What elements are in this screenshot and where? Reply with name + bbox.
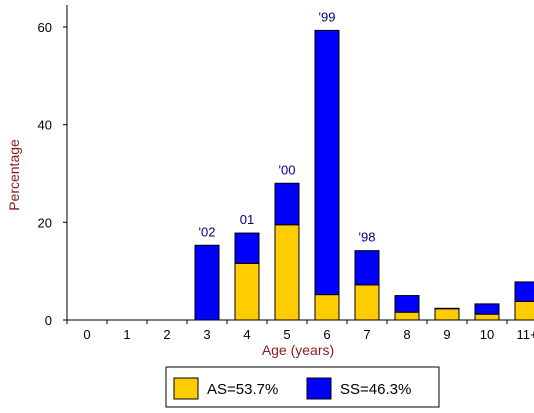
legend-swatch-ss bbox=[306, 377, 332, 400]
bar-segment-ss-age-3 bbox=[194, 244, 220, 321]
y-tick-label: 60 bbox=[38, 20, 52, 35]
y-tick-label: 40 bbox=[38, 118, 52, 133]
bar-segment-ss-age-10 bbox=[474, 303, 500, 315]
legend-swatch-as bbox=[173, 377, 199, 400]
x-tick-label: 1 bbox=[123, 327, 130, 342]
bar-segment-as-age-4 bbox=[234, 262, 260, 321]
bar-segment-as-age-5 bbox=[274, 224, 300, 321]
bars bbox=[194, 29, 534, 321]
x-ticks: 0 1 2 3 4 5 6 7 8 9 10 11+ bbox=[66, 320, 534, 342]
bar-segment-ss-age-8 bbox=[394, 295, 420, 313]
x-tick-label: 11+ bbox=[516, 327, 534, 342]
x-tick-label: 7 bbox=[363, 327, 370, 342]
x-tick-label: 9 bbox=[443, 327, 450, 342]
x-tick-label: 6 bbox=[323, 327, 330, 342]
x-tick-label: 2 bbox=[163, 327, 170, 342]
bar-year-label: '98 bbox=[359, 230, 376, 245]
legend-label-as: AS=53.7% bbox=[207, 381, 278, 398]
bar-segment-ss-age-5 bbox=[274, 182, 300, 226]
x-axis-title: Age (years) bbox=[262, 342, 334, 358]
legend-box bbox=[165, 366, 440, 408]
bar-year-label: '99 bbox=[319, 9, 336, 24]
bar-segment-ss-age-7 bbox=[354, 250, 380, 286]
bar-segment-as-age-10 bbox=[474, 313, 500, 321]
y-tick-label: 20 bbox=[38, 215, 52, 230]
bar-segment-ss-age-4 bbox=[234, 232, 260, 264]
bar-labels: '02 01 '00 '99 '98 bbox=[199, 9, 376, 244]
y-tick-label: 0 bbox=[45, 313, 52, 328]
bar-segment-as-age-9 bbox=[434, 308, 460, 321]
x-tick-label: 5 bbox=[283, 327, 290, 342]
bar-year-label: '02 bbox=[199, 224, 216, 239]
x-tick-label: 0 bbox=[83, 327, 90, 342]
bar-segment-ss-age-6 bbox=[314, 29, 340, 296]
bar-segment-as-age-11+ bbox=[514, 300, 534, 321]
bar-segment-as-age-7 bbox=[354, 284, 380, 321]
x-tick-label: 8 bbox=[403, 327, 410, 342]
legend: AS=53.7% SS=46.3% bbox=[165, 366, 440, 408]
bar-segment-as-age-8 bbox=[394, 311, 420, 321]
x-tick-label: 10 bbox=[480, 327, 494, 342]
bar-year-label: 01 bbox=[240, 212, 254, 227]
bar-segment-ss-age-11+ bbox=[514, 281, 534, 302]
x-tick-label: 4 bbox=[243, 327, 250, 342]
y-axis-title: Percentage bbox=[6, 139, 22, 211]
legend-label-ss: SS=46.3% bbox=[340, 381, 411, 398]
x-tick-label: 3 bbox=[203, 327, 210, 342]
bar-year-label: '00 bbox=[279, 162, 296, 177]
y-ticks: 0 20 40 60 bbox=[38, 20, 67, 328]
bar-segment-as-age-6 bbox=[314, 294, 340, 321]
